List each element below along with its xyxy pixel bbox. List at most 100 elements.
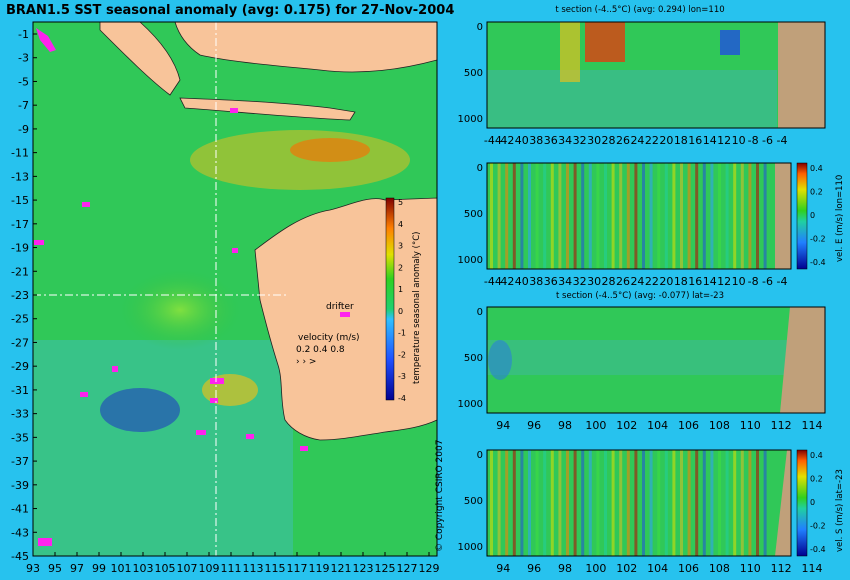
panel-t-section-lon: t section (-4..5°C) (avg: 0.294) lon=110… — [458, 5, 826, 147]
velocity-streak — [505, 450, 509, 556]
velocity-streak — [649, 163, 653, 269]
map-colorbar-tick: 2 — [398, 263, 403, 272]
lat-tick-label: -29 — [11, 360, 29, 373]
p4-x-tick: 100 — [585, 562, 606, 575]
panel-t-section-lat: t section (-4..5°C) (avg: -0.077) lat=-2… — [458, 291, 826, 432]
velocity-streak — [657, 163, 661, 269]
p4-x-tick: 110 — [740, 562, 761, 575]
p4-x-tick: 102 — [616, 562, 637, 575]
lon-tick-label: 113 — [243, 562, 264, 575]
panel1-warm-col — [560, 22, 580, 82]
copyright: © Copyright CSIRO 2007 — [435, 440, 445, 552]
p2-x-tick: 18 — [674, 275, 688, 288]
lat-tick-label: -45 — [11, 550, 29, 563]
p4-x-tick: 94 — [496, 562, 510, 575]
velocity-streak — [672, 163, 676, 269]
lat-tick-label: -13 — [11, 170, 29, 183]
velocity-streak — [528, 450, 531, 556]
p3-y-tick: 0 — [477, 307, 483, 318]
panel2-stripes — [490, 163, 767, 269]
velocity-streak — [710, 450, 714, 556]
velocity-streak — [573, 163, 577, 269]
velocity-streak — [619, 450, 623, 556]
lat-tick-label: -9 — [18, 123, 29, 136]
velocity-streak — [702, 450, 706, 556]
velocity-streak — [558, 450, 562, 556]
velocity-streak — [604, 163, 607, 269]
velocity-streak — [725, 450, 729, 556]
p1-y-tick: 0 — [477, 22, 483, 33]
panel3-frame — [486, 306, 826, 414]
panel1-y-axis: 0 500 1000 — [458, 22, 483, 125]
lon-tick-label: 99 — [92, 562, 106, 575]
p1-x-tick: 10 — [732, 134, 746, 147]
lon-tick-label: 105 — [155, 562, 176, 575]
p1-x-tick: 42 — [500, 134, 514, 147]
velocity-streak — [695, 163, 699, 269]
velocity-streak — [733, 163, 737, 269]
map-cool-region — [33, 340, 293, 556]
p2-x-tick: 40 — [515, 275, 529, 288]
p3-x-tick: 100 — [585, 419, 606, 432]
p1-x-tick: 16 — [688, 134, 702, 147]
panel2-colorbar — [796, 162, 808, 270]
panel4-colorbar — [796, 449, 808, 557]
p2-y-tick: 0 — [477, 163, 483, 174]
panel4-frame — [486, 449, 792, 557]
panel4-colorbar-label: vel. S (m/s) lat=-23 — [835, 469, 845, 552]
velocity-streak — [718, 163, 721, 269]
p4-colorbar-tick: 0 — [810, 498, 815, 507]
lat-tick-label: -39 — [11, 479, 29, 492]
velocity-streak — [566, 163, 569, 269]
lat-tick-label: -25 — [11, 313, 29, 326]
p2-x-tick: 14 — [703, 275, 717, 288]
p2-x-tick: 12 — [717, 275, 731, 288]
velocity-streak — [573, 450, 577, 556]
lat-tick-label: -27 — [11, 336, 29, 349]
velocity-streak — [748, 450, 752, 556]
p1-x-tick: 40 — [515, 134, 529, 147]
velocity-streak — [634, 163, 638, 269]
p2-y-tick: 1000 — [458, 255, 483, 266]
lon-tick-label: 107 — [177, 562, 198, 575]
panel1-land — [778, 22, 825, 128]
lat-tick-label: -35 — [11, 431, 29, 444]
velocity-streak — [664, 450, 668, 556]
velocity-streak — [657, 450, 661, 556]
lon-tick-label: 115 — [265, 562, 286, 575]
lat-tick-label: -23 — [11, 289, 29, 302]
p3-x-tick: 102 — [616, 419, 637, 432]
lat-tick-label: -11 — [11, 147, 29, 160]
panel2-frame — [486, 162, 792, 270]
velocity-streak — [763, 450, 767, 556]
panel4-x-axis: 94 96 98 100 102 104 106 108 110 112 114 — [496, 562, 822, 575]
map-colorbar-label: temperature seasonal anomaly (°C) — [412, 232, 422, 384]
velocity-streak — [664, 163, 668, 269]
panel2-land — [775, 163, 791, 269]
p1-x-tick: -6 — [762, 134, 773, 147]
p4-colorbar-tick: -0.2 — [810, 522, 826, 531]
lon-tick-label: 111 — [221, 562, 242, 575]
p4-x-tick: 112 — [771, 562, 792, 575]
velocity-streak — [687, 450, 691, 556]
velocity-streak — [581, 450, 585, 556]
panel-vel-e: 0.4 0.2 0 -0.2 -0.4 vel. E (m/s) lon=110 0 50… — [458, 162, 845, 288]
p4-x-tick: 98 — [558, 562, 572, 575]
lon-tick-label: 97 — [70, 562, 84, 575]
p3-x-tick: 104 — [647, 419, 668, 432]
velocity-streak — [740, 163, 744, 269]
borneo-land — [174, 21, 438, 73]
lon-tick-label: 129 — [419, 562, 440, 575]
sst-map: -1-3-5-7-9-11-13-15-17-19-21-23-25-27-29… — [11, 21, 440, 575]
p1-x-tick: -4 — [777, 134, 788, 147]
drifter-markers — [34, 28, 350, 546]
map-lat-axis: -1 -3 -5 -7 -9 -11 -13 -15 -17 -19 -21 -23 -25 -27 -29… — [11, 28, 37, 563]
lat-tick-label: -21 — [11, 265, 29, 278]
lon-tick-label: 109 — [199, 562, 220, 575]
velocity-streak — [611, 163, 615, 269]
velocity-streak — [588, 450, 592, 556]
lat-tick-label: -15 — [11, 194, 29, 207]
velocity-streak — [543, 163, 547, 269]
